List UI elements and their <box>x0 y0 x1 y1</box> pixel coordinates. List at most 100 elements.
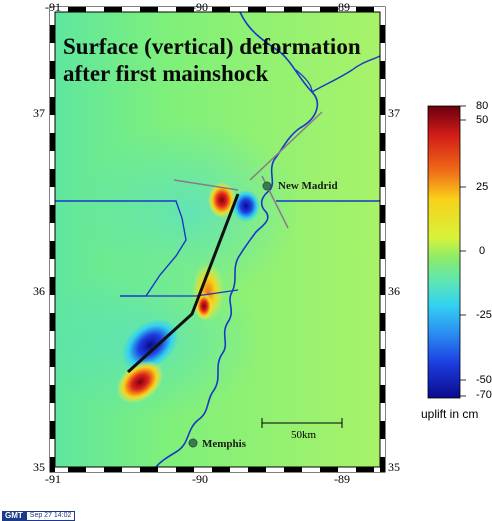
colorbar-label-0: 0 <box>479 245 485 257</box>
rupture-fault-trace <box>126 193 240 374</box>
new-madrid-marker <box>262 181 272 191</box>
frame-tick-segment <box>50 367 55 385</box>
frame-tick-segment <box>50 133 55 151</box>
frame-tick-segment <box>380 205 385 223</box>
frame-tick-segment <box>320 467 338 472</box>
fault-segment-gray-2 <box>249 111 323 181</box>
frame-tick-segment <box>380 259 385 277</box>
frame-tick-segment <box>50 457 55 472</box>
frame-tick-segment <box>380 421 385 439</box>
frame-tick-segment <box>338 467 356 472</box>
frame-tick-segment <box>50 439 55 457</box>
lat-tick-left-35: 35 <box>33 460 45 474</box>
map-title-line2: after first mainshock <box>63 61 268 86</box>
frame-tick-segment <box>380 151 385 169</box>
frame-tick-segment <box>50 403 55 421</box>
frame-tick-segment <box>86 467 104 472</box>
colorbar-label-neg25: -25 <box>476 309 492 321</box>
ohio-river <box>311 55 380 93</box>
new-madrid-label: New Madrid <box>278 180 338 192</box>
frame-tick-segment <box>50 467 68 472</box>
frame-tick-segment <box>104 467 122 472</box>
gmt-badge: GMT <box>2 511 26 521</box>
frame-tick-segment <box>158 467 176 472</box>
frame-tick-segment <box>158 7 176 12</box>
frame-tick-segment <box>194 7 212 12</box>
frame-tick-segment <box>50 115 55 133</box>
memphis-marker <box>188 438 198 448</box>
frame-tick-segment <box>50 79 55 97</box>
colorbar-caption: uplift in cm <box>421 407 478 421</box>
frame-tick-segment <box>380 403 385 421</box>
frame-tick-segment <box>50 313 55 331</box>
frame-tick-segment <box>50 223 55 241</box>
frame-tick-segment <box>380 385 385 403</box>
frame-ticks <box>50 7 385 472</box>
frame-tick-segment <box>380 439 385 457</box>
frame-tick-segment <box>380 313 385 331</box>
colorbar-label-25: 25 <box>476 181 488 193</box>
frame-tick-segment <box>50 205 55 223</box>
lon-tick-bottom-west: -91 <box>45 472 61 486</box>
frame-tick-segment <box>50 187 55 205</box>
lat-tick-right-36: 36 <box>388 284 400 298</box>
lon-tick-bottom-mid: -90 <box>192 472 208 486</box>
frame-tick-segment <box>380 133 385 151</box>
tributary-river <box>295 69 313 93</box>
frame-tick-segment <box>266 467 284 472</box>
frame-tick-segment <box>380 97 385 115</box>
colorbar-label-neg70: -70 <box>476 389 492 401</box>
frame-tick-segment <box>50 259 55 277</box>
frame-tick-segment <box>176 7 194 12</box>
uplift-lobe-central-core <box>195 292 213 320</box>
frame-tick-segment <box>104 7 122 12</box>
frame-tick-segment <box>380 223 385 241</box>
gmt-timestamp-stamp: GMT Sep 27 14:02 <box>2 511 76 521</box>
state-border-ar-tn <box>146 289 239 297</box>
map-frame-inner <box>54 11 381 468</box>
lon-tick-top-west: -91 <box>45 0 61 14</box>
map-title-line1: Surface (vertical) deformation <box>63 34 361 59</box>
frame-tick-segment <box>50 349 55 367</box>
frame-tick-segment <box>248 7 266 12</box>
lon-tick-bottom-east: -89 <box>334 472 350 486</box>
frame-tick-segment <box>194 467 212 472</box>
lat-tick-left-37: 37 <box>33 106 45 120</box>
colorbar: 80 50 25 0 -25 -50 -70 uplift in cm <box>421 100 492 421</box>
frame-tick-segment <box>284 467 302 472</box>
frame-tick-segment <box>380 187 385 205</box>
frame-tick-segment <box>302 7 320 12</box>
fault-segment-gray-1 <box>173 179 239 191</box>
frame-tick-segment <box>50 151 55 169</box>
frame-tick-segment <box>284 7 302 12</box>
frame-tick-segment <box>380 367 385 385</box>
lat-tick-right-35: 35 <box>388 460 400 474</box>
frame-tick-segment <box>68 467 86 472</box>
frame-tick-segment <box>266 7 284 12</box>
lon-tick-top-east: -89 <box>334 0 350 14</box>
colorbar-ramp <box>427 105 461 399</box>
lon-tick-top-mid: -90 <box>192 0 208 14</box>
frame-tick-segment <box>230 467 248 472</box>
lat-tick-left-36: 36 <box>33 284 45 298</box>
frame-tick-segment <box>380 25 385 43</box>
frame-tick-segment <box>212 7 230 12</box>
frame-tick-segment <box>380 349 385 367</box>
frame-tick-segment <box>122 7 140 12</box>
frame-tick-segment <box>50 43 55 61</box>
frame-tick-segment <box>380 331 385 349</box>
frame-tick-segment <box>50 97 55 115</box>
frame-tick-segment <box>380 43 385 61</box>
frame-tick-segment <box>338 7 356 12</box>
frame-tick-segment <box>356 467 374 472</box>
frame-tick-segment <box>212 467 230 472</box>
frame-tick-segment <box>356 7 374 12</box>
frame-tick-segment <box>50 7 68 12</box>
uplift-lobe-north <box>208 182 236 218</box>
frame-tick-segment <box>380 169 385 187</box>
frame-tick-segment <box>140 7 158 12</box>
subsidence-lobe-north <box>232 190 260 222</box>
colorbar-label-neg50: -50 <box>476 374 492 386</box>
frame-tick-segment <box>86 7 104 12</box>
